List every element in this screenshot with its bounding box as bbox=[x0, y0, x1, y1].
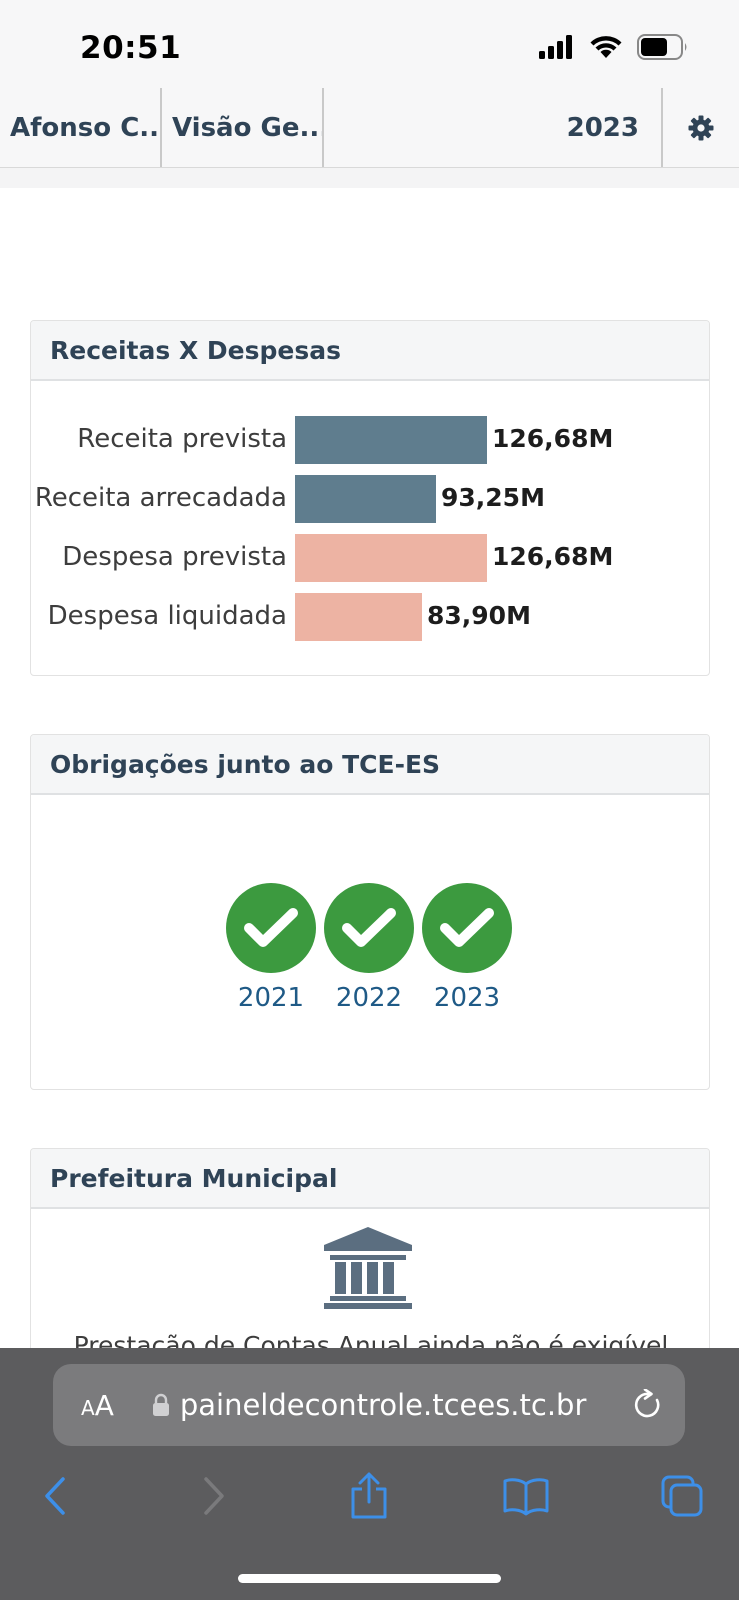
browser-toolbar: AA paineldecontrole.tcees.tc.br bbox=[0, 1348, 739, 1600]
browser-nav-toolbar bbox=[0, 1466, 739, 1526]
forward-button[interactable] bbox=[184, 1466, 244, 1526]
battery-icon bbox=[637, 34, 687, 60]
obrigacao-item[interactable]: 2021 bbox=[226, 883, 316, 1013]
card-title: Prefeitura Municipal bbox=[31, 1149, 709, 1209]
prefeitura-body: Prestação de Contas Anual ainda não é ex… bbox=[31, 1209, 709, 1369]
tabs-icon bbox=[661, 1475, 703, 1517]
chart-bar-row: Receita prevista 126,68M bbox=[31, 416, 709, 464]
chart-bar[interactable] bbox=[295, 416, 487, 464]
wifi-icon bbox=[590, 36, 622, 58]
nav-municipality[interactable]: Afonso C... bbox=[0, 88, 160, 167]
url-text: paineldecontrole.tcees.tc.br bbox=[179, 1388, 587, 1422]
chevron-right-icon bbox=[204, 1477, 224, 1515]
address-bar[interactable]: AA paineldecontrole.tcees.tc.br bbox=[53, 1364, 685, 1446]
status-bar: 20:51 bbox=[0, 0, 739, 88]
chevron-left-icon bbox=[45, 1477, 65, 1515]
tabs-button[interactable] bbox=[652, 1466, 712, 1526]
chart-bar-row: Receita arrecadada 93,25M bbox=[31, 475, 709, 523]
book-icon bbox=[503, 1478, 549, 1516]
obrigacoes-body: 2021 2022 2023 bbox=[31, 795, 709, 1089]
chart-bar-row: Despesa liquidada 83,90M bbox=[31, 593, 709, 641]
chart-bar[interactable] bbox=[295, 534, 487, 582]
back-button[interactable] bbox=[25, 1466, 85, 1526]
nav-municipality-label: Afonso C... bbox=[10, 112, 160, 143]
chart-bar-row: Despesa prevista 126,68M bbox=[31, 534, 709, 582]
top-navbar: Afonso C... Visão Ge... 2023 bbox=[0, 88, 739, 168]
nav-view-label: Visão Ge... bbox=[172, 112, 322, 143]
share-button[interactable] bbox=[339, 1466, 399, 1526]
lock-icon bbox=[152, 1393, 169, 1416]
chart-value-label: 126,68M bbox=[492, 424, 614, 453]
share-icon bbox=[351, 1472, 387, 1519]
obrigacoes-list: 2021 2022 2023 bbox=[226, 883, 512, 1013]
navbar-shadow bbox=[0, 168, 739, 188]
gear-icon bbox=[688, 115, 714, 140]
nav-divider bbox=[661, 88, 663, 167]
chart-category-label: Despesa liquidada bbox=[47, 601, 287, 631]
nav-year-label: 2023 bbox=[566, 112, 639, 143]
signal-icon bbox=[539, 35, 572, 59]
check-circle-icon bbox=[324, 883, 414, 973]
receitas-despesas-chart: Receita prevista 126,68M Receita arrecadad… bbox=[31, 381, 709, 675]
chart-category-label: Receita arrecadada bbox=[34, 483, 287, 513]
status-icons bbox=[539, 34, 689, 60]
reload-icon[interactable] bbox=[633, 1389, 663, 1421]
chart-bar[interactable] bbox=[295, 475, 436, 523]
nav-divider bbox=[322, 88, 324, 167]
nav-divider bbox=[160, 88, 162, 167]
receitas-despesas-card: Receitas X Despesas Receita prevista 126,… bbox=[30, 320, 710, 676]
obrigacao-year: 2021 bbox=[237, 983, 305, 1013]
chart-value-label: 83,90M bbox=[427, 601, 531, 630]
home-indicator bbox=[238, 1574, 501, 1583]
chart-bar[interactable] bbox=[295, 593, 422, 641]
nav-year[interactable]: 2023 bbox=[324, 88, 661, 167]
nav-view[interactable]: Visão Ge... bbox=[162, 88, 322, 167]
chart-category-label: Despesa prevista bbox=[62, 542, 287, 572]
card-title: Receitas X Despesas bbox=[31, 321, 709, 381]
chart-value-label: 93,25M bbox=[441, 483, 545, 512]
check-circle-icon bbox=[226, 883, 316, 973]
settings-button[interactable] bbox=[663, 88, 739, 167]
bookmarks-button[interactable] bbox=[496, 1466, 556, 1526]
obrigacoes-card: Obrigações junto ao TCE-ES 2021 2022 bbox=[30, 734, 710, 1090]
reader-aa-button[interactable]: AA bbox=[81, 1388, 114, 1422]
check-circle-icon bbox=[422, 883, 512, 973]
obrigacao-item[interactable]: 2022 bbox=[324, 883, 414, 1013]
obrigacao-year: 2022 bbox=[335, 983, 403, 1013]
obrigacao-year: 2023 bbox=[433, 983, 501, 1013]
chart-value-label: 126,68M bbox=[492, 542, 614, 571]
bank-icon bbox=[324, 1227, 412, 1309]
card-title: Obrigações junto ao TCE-ES bbox=[31, 735, 709, 795]
chart-category-label: Receita prevista bbox=[77, 424, 287, 454]
status-time: 20:51 bbox=[80, 30, 182, 66]
obrigacao-item[interactable]: 2023 bbox=[422, 883, 512, 1013]
